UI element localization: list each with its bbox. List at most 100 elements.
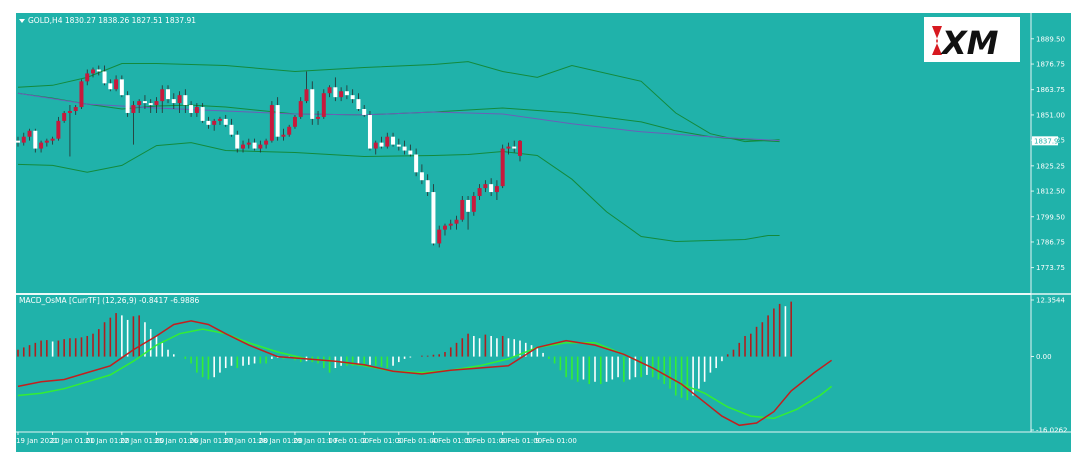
candle bbox=[385, 132, 390, 149]
candle bbox=[44, 138, 49, 147]
price-tick-label: 1773.75 bbox=[1036, 264, 1065, 272]
price-title-text: GOLD,H4 1830.27 1838.26 1827.51 1837.91 bbox=[28, 16, 196, 25]
candle bbox=[200, 103, 205, 123]
candle bbox=[333, 77, 338, 102]
candle-body bbox=[408, 150, 413, 155]
candle bbox=[212, 118, 217, 131]
bollinger-upper-line bbox=[17, 61, 780, 143]
price-tick-label: 1889.50 bbox=[1036, 35, 1065, 43]
candle-body bbox=[425, 180, 430, 193]
candle-body bbox=[114, 79, 119, 90]
candle-body bbox=[79, 81, 84, 108]
candle-body bbox=[67, 110, 72, 113]
collapse-triangle-icon[interactable] bbox=[19, 19, 25, 23]
candle-body bbox=[333, 87, 338, 98]
candle-body bbox=[275, 105, 280, 137]
candle bbox=[414, 148, 419, 177]
price-axis-background bbox=[1031, 13, 1071, 432]
candle-body bbox=[160, 89, 165, 102]
candle bbox=[477, 184, 482, 200]
time-tick-label: 26 Jan 01:00 bbox=[189, 437, 233, 445]
candle-body bbox=[362, 109, 367, 115]
candle-body bbox=[154, 101, 159, 106]
candle-body bbox=[39, 142, 44, 149]
candle bbox=[73, 105, 78, 115]
xm-logo-text: XM bbox=[940, 24, 999, 62]
candle-body bbox=[506, 146, 511, 149]
candle bbox=[229, 118, 234, 137]
candle bbox=[327, 85, 332, 98]
candle bbox=[96, 65, 101, 76]
candle-body bbox=[454, 219, 459, 224]
candle-body bbox=[62, 112, 67, 121]
candle-body bbox=[235, 134, 240, 149]
candle-body bbox=[206, 120, 211, 125]
candle bbox=[350, 89, 355, 104]
candle bbox=[402, 140, 407, 155]
candle bbox=[142, 95, 147, 110]
macd-pane-background bbox=[16, 295, 1031, 432]
candle bbox=[166, 85, 171, 104]
candle bbox=[85, 69, 90, 86]
candle bbox=[131, 101, 136, 145]
candle-body bbox=[281, 134, 286, 137]
candle bbox=[344, 85, 349, 100]
time-tick-label: 20 Jan 01:00 bbox=[51, 437, 95, 445]
candle bbox=[512, 140, 517, 153]
candle bbox=[437, 225, 442, 248]
candle bbox=[206, 116, 211, 129]
candle bbox=[275, 97, 280, 141]
candle-body bbox=[131, 105, 136, 113]
candle bbox=[223, 114, 228, 127]
candle-body bbox=[448, 223, 453, 226]
candle-body bbox=[258, 144, 263, 149]
candle bbox=[356, 93, 361, 111]
candle-body bbox=[494, 186, 499, 193]
candle bbox=[252, 138, 257, 151]
candle-body bbox=[229, 124, 234, 135]
candle bbox=[442, 223, 447, 236]
candle-body bbox=[148, 103, 153, 106]
candle bbox=[506, 142, 511, 155]
last-price-tag: 1837.91 bbox=[1032, 136, 1063, 146]
candle bbox=[471, 192, 476, 216]
candle bbox=[264, 138, 269, 149]
last-price-tag-box bbox=[1032, 136, 1058, 146]
candle-body bbox=[471, 196, 476, 212]
candle bbox=[431, 184, 436, 246]
candle-body bbox=[33, 130, 38, 149]
candle-body bbox=[142, 101, 147, 104]
candle bbox=[287, 124, 292, 137]
price-tick-label: 1825.25 bbox=[1036, 162, 1065, 170]
candle-body bbox=[414, 154, 419, 173]
candle-body bbox=[183, 95, 188, 106]
candle-body bbox=[50, 138, 55, 141]
macd-line bbox=[17, 320, 833, 427]
candle bbox=[91, 67, 96, 78]
candle bbox=[316, 110, 321, 125]
candle-body bbox=[316, 116, 321, 119]
candle bbox=[137, 99, 142, 113]
price-tick-label: 1863.75 bbox=[1036, 86, 1065, 94]
candle bbox=[39, 140, 44, 153]
macd-title-text: MACD_OsMA [CurrTF] (12,26,9) -0.8417 -6.… bbox=[19, 296, 200, 305]
price-pane-background bbox=[16, 13, 1031, 293]
candle bbox=[258, 140, 263, 153]
candle-body bbox=[264, 140, 269, 145]
time-tick-label: 22 Jan 01:00 bbox=[120, 437, 164, 445]
candle-body bbox=[171, 99, 176, 104]
time-tick-label: 29 Jan 01:00 bbox=[293, 437, 337, 445]
bollinger-lower-line bbox=[17, 142, 780, 243]
candle bbox=[298, 97, 303, 119]
candle-body bbox=[483, 184, 488, 189]
macd-tick-label: 12.3544 bbox=[1036, 297, 1065, 305]
candle-body bbox=[489, 184, 494, 193]
candle-body bbox=[437, 229, 442, 244]
candle bbox=[114, 75, 119, 92]
candle bbox=[373, 140, 378, 155]
candle bbox=[448, 219, 453, 230]
candle-body bbox=[292, 116, 297, 127]
candle-body bbox=[56, 120, 61, 139]
candle-body bbox=[391, 136, 396, 145]
candle bbox=[125, 91, 130, 117]
